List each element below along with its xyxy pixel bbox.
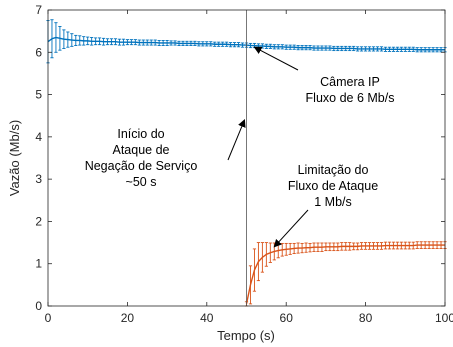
axes-layer: 0 20 40 60 80 100 0 1 2 3 4 5 6 7: [35, 3, 453, 325]
annotation-text: 1 Mb/s: [314, 195, 352, 209]
annotation-arrow: [273, 209, 309, 248]
annotation-text: Limitação do: [298, 163, 369, 177]
x-tick-label: 40: [200, 311, 214, 325]
series-layer: [46, 19, 447, 307]
x-tick-label: 0: [45, 311, 52, 325]
y-tick-label: 3: [35, 172, 42, 186]
y-tick-label: 4: [35, 130, 42, 144]
annotation-text: ~50 s: [126, 175, 157, 189]
y-tick-label: 5: [35, 88, 42, 102]
annotation-text: Câmera IP: [320, 75, 380, 89]
series-line: [245, 244, 445, 305]
y-axis-title: Vazão (Mb/s): [7, 120, 22, 196]
annotation-text: Negação de Serviço: [85, 159, 198, 173]
y-tick-label: 0: [35, 299, 42, 313]
y-tick-label: 2: [35, 214, 42, 228]
annotation-arrow: [253, 46, 299, 71]
y-tick-label: 6: [35, 45, 42, 59]
annotation-1: Início do Ataque de Negação de Serviço ~50 …: [85, 119, 246, 189]
axes-frame: [47, 9, 446, 307]
y-tick-label: 1: [35, 257, 42, 271]
annotation-text: Fluxo de 6 Mb/s: [306, 91, 395, 105]
series-0: [46, 19, 447, 64]
x-tick-label: 100: [435, 311, 453, 325]
y-tick-label: 7: [35, 3, 42, 17]
annotation-arrow: [227, 119, 246, 161]
annotation-text: Ataque de: [113, 143, 170, 157]
series-1: [244, 241, 447, 307]
annotation-layer: Câmera IP Fluxo de 6 Mb/s Início do Ataque …: [85, 46, 395, 248]
annotation-0: Câmera IP Fluxo de 6 Mb/s: [253, 46, 395, 105]
annotation-text: Fluxo de Ataque: [288, 179, 378, 193]
x-tick-label: 60: [280, 311, 294, 325]
annotation-text: Início do: [117, 127, 164, 141]
x-tick-label: 80: [359, 311, 373, 325]
annotation-2: Limitação do Fluxo de Ataque 1 Mb/s: [273, 163, 378, 248]
x-tick-label: 20: [121, 311, 135, 325]
x-axis-title: Tempo (s): [217, 328, 275, 343]
